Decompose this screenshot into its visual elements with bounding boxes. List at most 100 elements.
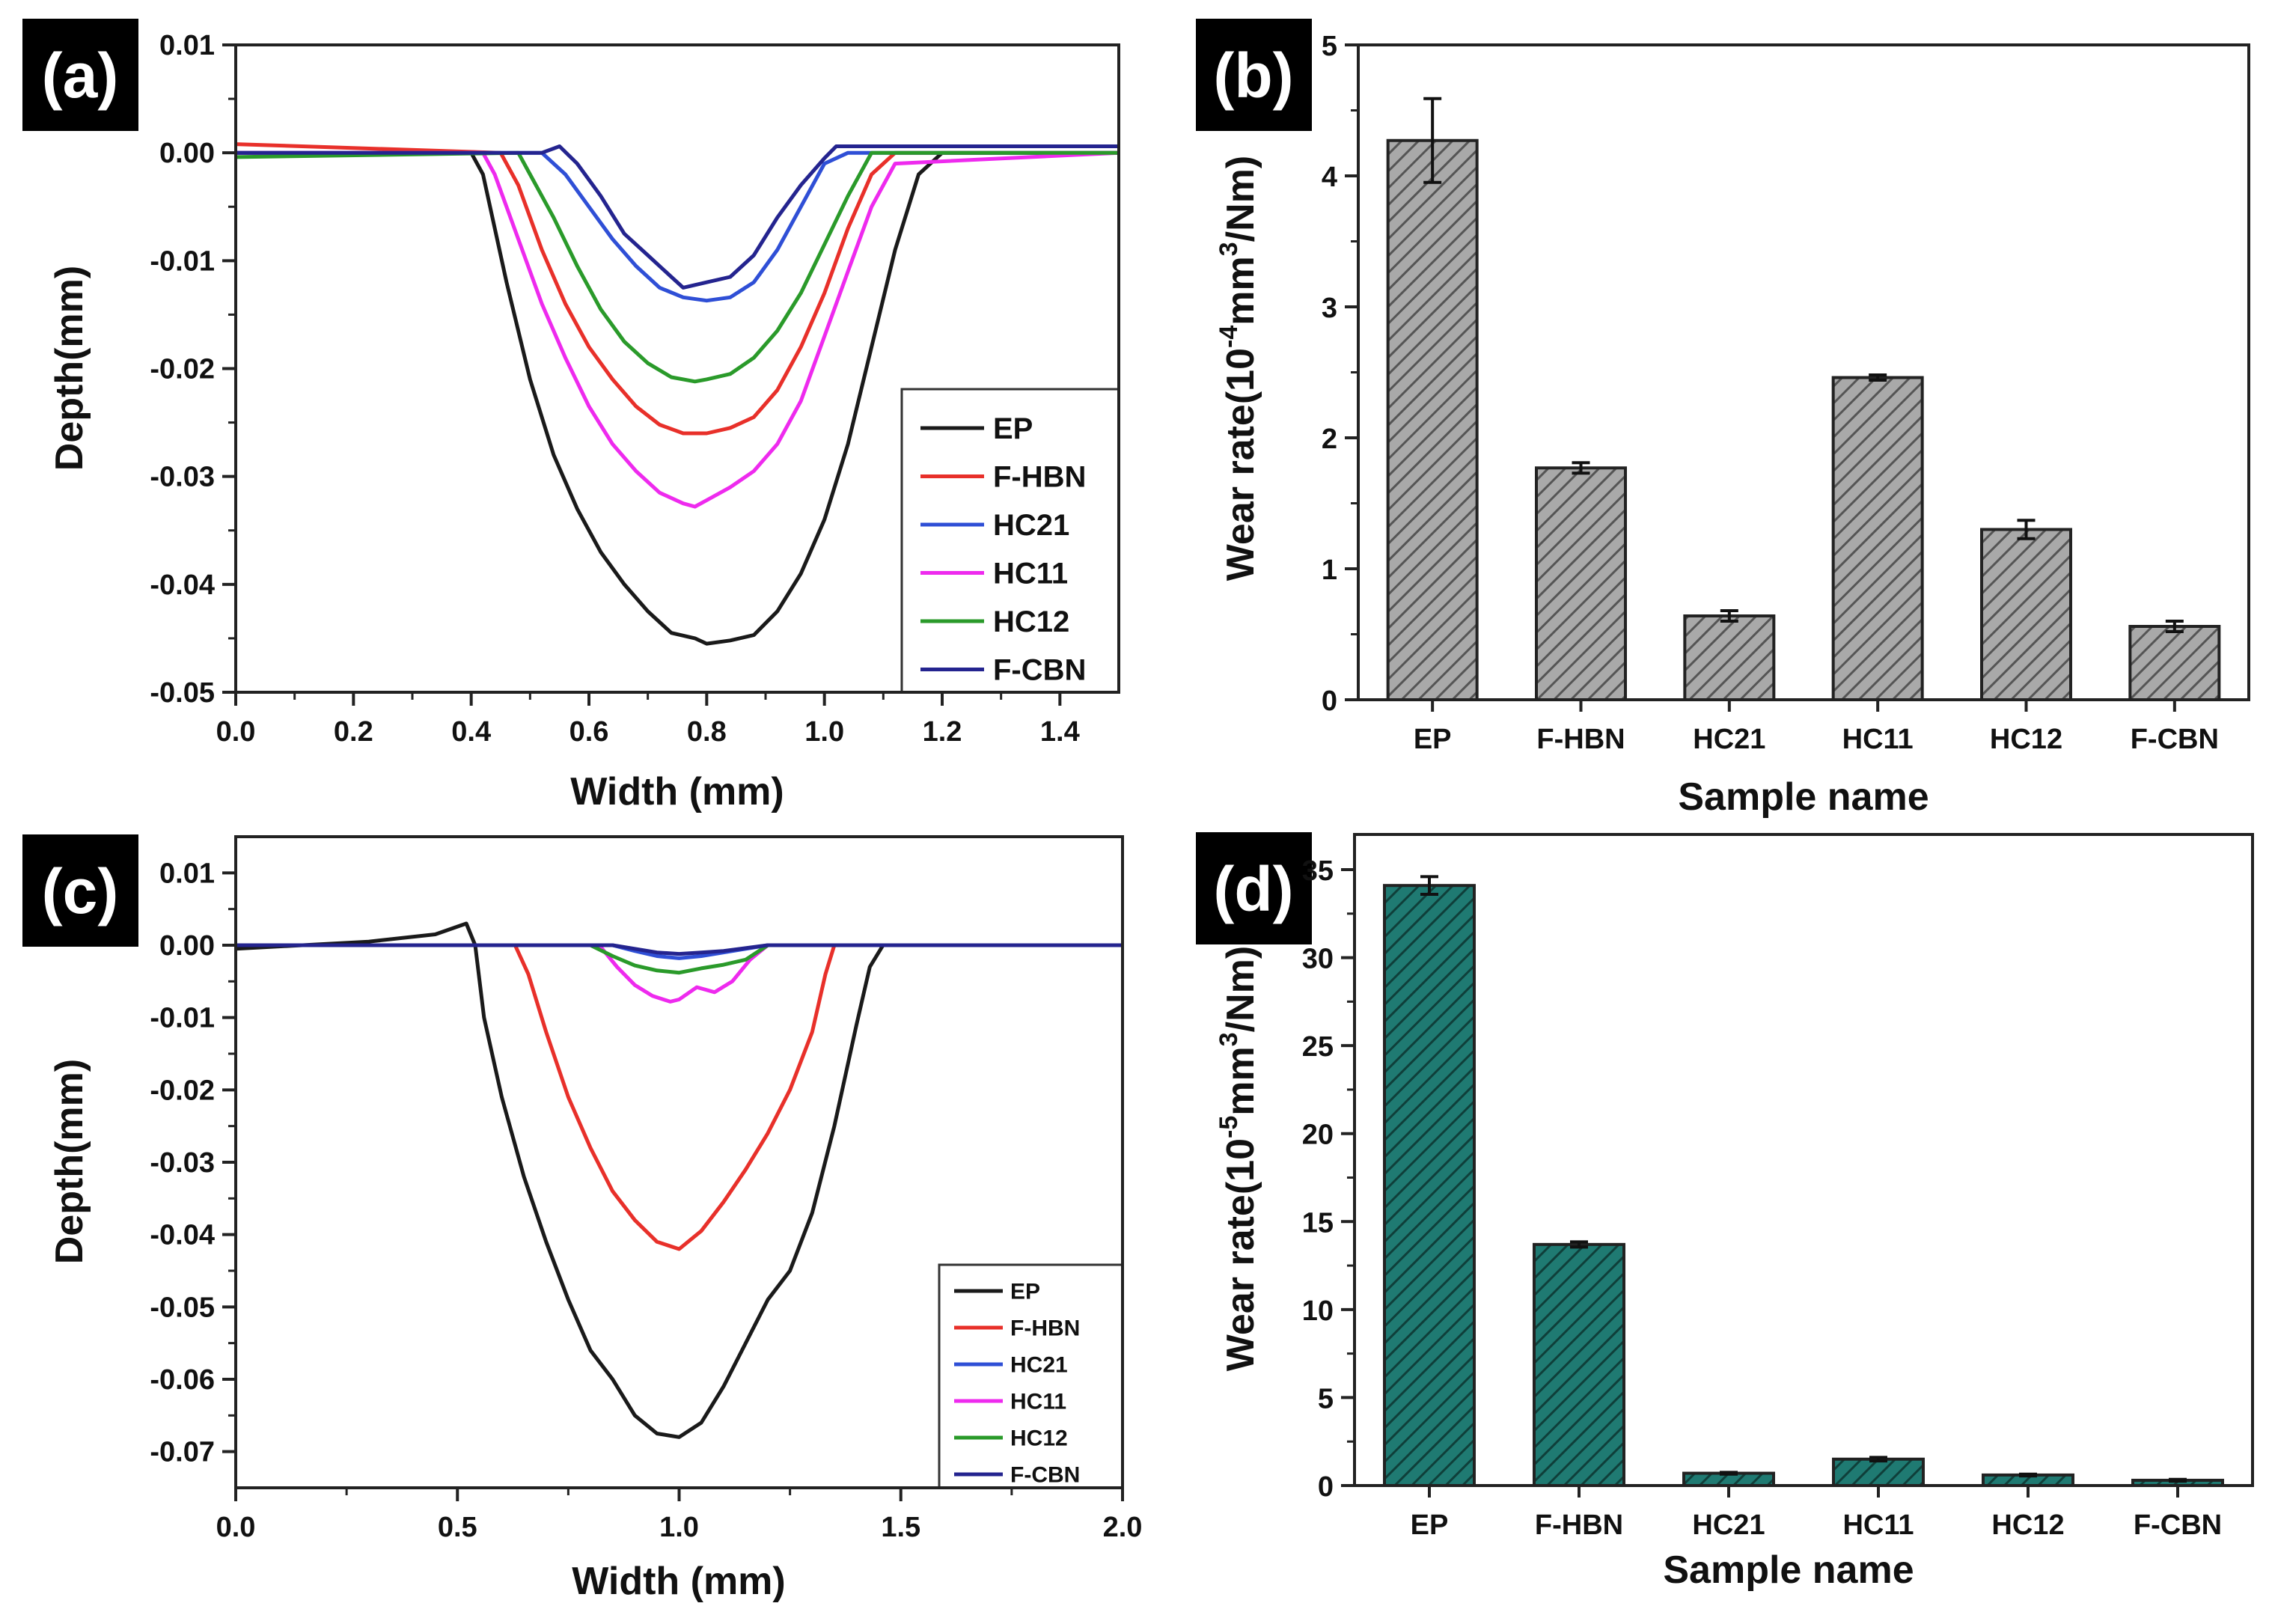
panel-d-bar-ep — [1383, 884, 1476, 1487]
panel-a-frame — [234, 43, 1120, 694]
panel-c-series-hc12-line — [236, 943, 1123, 975]
panel-a-x-tick-label: 1.0 — [804, 716, 844, 748]
panel-a-tag — [22, 19, 138, 131]
panel-d-y-tick-label: 10 — [1302, 1295, 1334, 1327]
panel-d-tag-label: (d) — [1213, 854, 1293, 924]
panel-b-y-title-exp2: 3 — [1215, 242, 1243, 256]
panel-d-y-title-exp1: -5 — [1215, 1116, 1243, 1138]
panel-b-x-tick-label: HC12 — [1990, 724, 2062, 755]
panel-b-x-tick-label: HC21 — [1693, 724, 1765, 755]
panel-d-x-tick-label: F-CBN — [2134, 1509, 2222, 1541]
panel-c: (c) 0.0 0.5 1.0 1.5 2.0 0.01 0.00 -0.01 -0.02 -0.… — [22, 834, 1142, 1603]
panel-a-y-tick-label: -0.03 — [150, 462, 215, 493]
panel-d-frame — [1353, 833, 2254, 1487]
panel-d-y-axis-title: Wear rate(10-5mm3/Nm) — [1215, 946, 1262, 1371]
panel-b-x-axis-title: Sample name — [1678, 775, 1929, 819]
panel-c-x-axis-title: Width (mm) — [572, 1560, 785, 1603]
panel-d-plot: 0 5 10 15 20 25 30 35 EP F-HBN HC21 HC11 HC12 F-CBN — [1302, 855, 2224, 1541]
panel-d-y-title-exp2: 3 — [1215, 1032, 1243, 1046]
panel-a-y-tick-label: 0.00 — [159, 138, 215, 169]
panel-a-legend-label: EP — [993, 412, 1033, 445]
panel-c-x-tick-label: 1.5 — [881, 1512, 920, 1543]
panel-a-legend-label: HC21 — [993, 509, 1069, 542]
panel-d-y-tick-label: 15 — [1302, 1207, 1334, 1239]
panel-a-plot: 0.0 0.2 0.4 0.6 0.8 1.0 1.2 1.4 0.01 0.00 -0.01 -0.… — [150, 30, 1120, 748]
panel-c-y-tick-label: -0.01 — [150, 1003, 215, 1034]
panel-a-legend-label: HC11 — [993, 558, 1068, 590]
panel-b-y-axis-title: Wear rate(10-4mm3/Nm) — [1215, 156, 1262, 581]
panel-b-y-title-part2: mm — [1219, 256, 1262, 325]
panel-a: (a) 0.0 0.2 0.4 0.6 0.8 1.0 1.2 1.4 0.01 0.00 -0.0… — [22, 19, 1120, 813]
panel-d-x-tick-label: HC11 — [1842, 1509, 1914, 1541]
panel-a-y-tick-label: -0.04 — [150, 570, 215, 601]
panel-c-y-tick-label: -0.03 — [150, 1147, 215, 1179]
panel-c-series-hc11-line — [236, 943, 1123, 1004]
panel-c-plot: 0.0 0.5 1.0 1.5 2.0 0.01 0.00 -0.01 -0.02 -0.03 -0… — [150, 858, 1142, 1543]
panel-d-y-tick-label: 5 — [1318, 1383, 1334, 1414]
panel-b-x-tick-label: HC11 — [1842, 724, 1914, 755]
panel-b-y-title-part3: /Nm) — [1219, 156, 1262, 242]
panel-d-x-axis-title: Sample name — [1663, 1548, 1914, 1592]
panel-a-legend-label: F-HBN — [993, 461, 1086, 494]
panel-c-y-tick-label: -0.04 — [150, 1220, 215, 1251]
panel-a-y-tick-label: 0.01 — [159, 30, 215, 61]
panel-c-x-tick-label: 1.0 — [659, 1512, 699, 1543]
panel-c-y-axis-title: Depth(mm) — [48, 1059, 91, 1264]
panel-a-series-f-cbn-line — [236, 144, 1119, 290]
panel-c-legend-label: F-HBN — [1010, 1316, 1080, 1341]
panel-d-x-tick-label: F-HBN — [1535, 1509, 1623, 1541]
panel-a-x-tick-label: 0.6 — [569, 716, 609, 748]
panel-c-y-tick-label: -0.02 — [150, 1075, 215, 1106]
panel-a-x-tick-label: 1.2 — [923, 716, 962, 748]
panel-c-y-tick-label: 0.01 — [159, 858, 215, 889]
panel-d-y-tick-label: 0 — [1318, 1471, 1334, 1503]
panel-b-bar-f-hbn — [1535, 466, 1627, 701]
panel-a-series-hc11-line — [236, 150, 1120, 509]
panel-c-tag-label: (c) — [42, 856, 119, 927]
panel-a-series-ep-line — [236, 150, 1119, 646]
panel-c-y-tick-label: -0.07 — [150, 1437, 215, 1468]
panel-a-x-tick-label: 0.2 — [334, 716, 373, 748]
panel-a-x-tick-label: 0.0 — [216, 716, 256, 748]
panel-c-legend-label: HC12 — [1010, 1426, 1068, 1451]
panel-a-y-tick-label: -0.02 — [150, 354, 215, 385]
panel-d-bar-hc11 — [1832, 1457, 1925, 1488]
panel-b-y-tick-label: 4 — [1322, 162, 1337, 193]
panel-c-legend-label: EP — [1010, 1280, 1040, 1304]
panel-c-tag — [22, 834, 138, 947]
panel-b: (b) 0 1 2 3 4 5 EP F-HBN HC21 HC11 HC12 F-CBN Sampl… — [1196, 19, 2250, 819]
panel-b-bar-hc21 — [1683, 614, 1776, 701]
panel-b-x-tick-label: EP — [1414, 724, 1452, 755]
panel-c-legend-label: F-CBN — [1010, 1463, 1080, 1488]
panel-d-y-tick-label: 30 — [1302, 944, 1334, 975]
panel-b-y-tick-label: 0 — [1322, 686, 1337, 717]
panel-c-x-tick-label: 0.5 — [438, 1512, 477, 1543]
panel-a-y-tick-label: -0.01 — [150, 245, 215, 277]
panel-c-series-f-cbn-line — [236, 943, 1123, 956]
panel-b-bar-hc12 — [1980, 528, 2072, 701]
panel-c-y-tick-label: -0.05 — [150, 1292, 215, 1323]
panel-d-x-tick-label: EP — [1411, 1509, 1449, 1541]
panel-b-bar-hc11 — [1831, 376, 1924, 701]
panel-b-x-tick-label: F-CBN — [2131, 724, 2219, 755]
panel-b-y-title-part1: Wear rate(10 — [1219, 348, 1262, 581]
panel-b-bar-ep — [1386, 138, 1479, 701]
panel-c-series-f-hbn-line — [236, 943, 1123, 1251]
panel-a-tag-label: (a) — [42, 40, 119, 111]
panel-a-legend-label: F-CBN — [993, 654, 1086, 687]
panel-d-x-tick-label: HC12 — [1991, 1509, 2064, 1541]
panel-d-y-tick-label: 20 — [1302, 1120, 1334, 1151]
panel-d-y-title-part1: Wear rate(10 — [1219, 1138, 1262, 1371]
panel-d-tag — [1196, 832, 1312, 944]
panel-b-frame — [1357, 43, 2250, 701]
panel-c-y-tick-label: -0.06 — [150, 1364, 215, 1396]
panel-a-x-tick-label: 0.8 — [687, 716, 727, 748]
panel-c-series-hc21-line — [236, 943, 1123, 960]
panel-b-y-title-exp1: -4 — [1215, 326, 1243, 348]
panel-d-y-tick-label: 35 — [1302, 855, 1334, 887]
panel-d-y-tick-label: 25 — [1302, 1031, 1334, 1063]
panel-b-x-tick-label: F-HBN — [1536, 724, 1625, 755]
panel-a-y-axis-title: Depth(mm) — [48, 266, 91, 471]
panel-b-y-tick-label: 3 — [1322, 293, 1337, 324]
